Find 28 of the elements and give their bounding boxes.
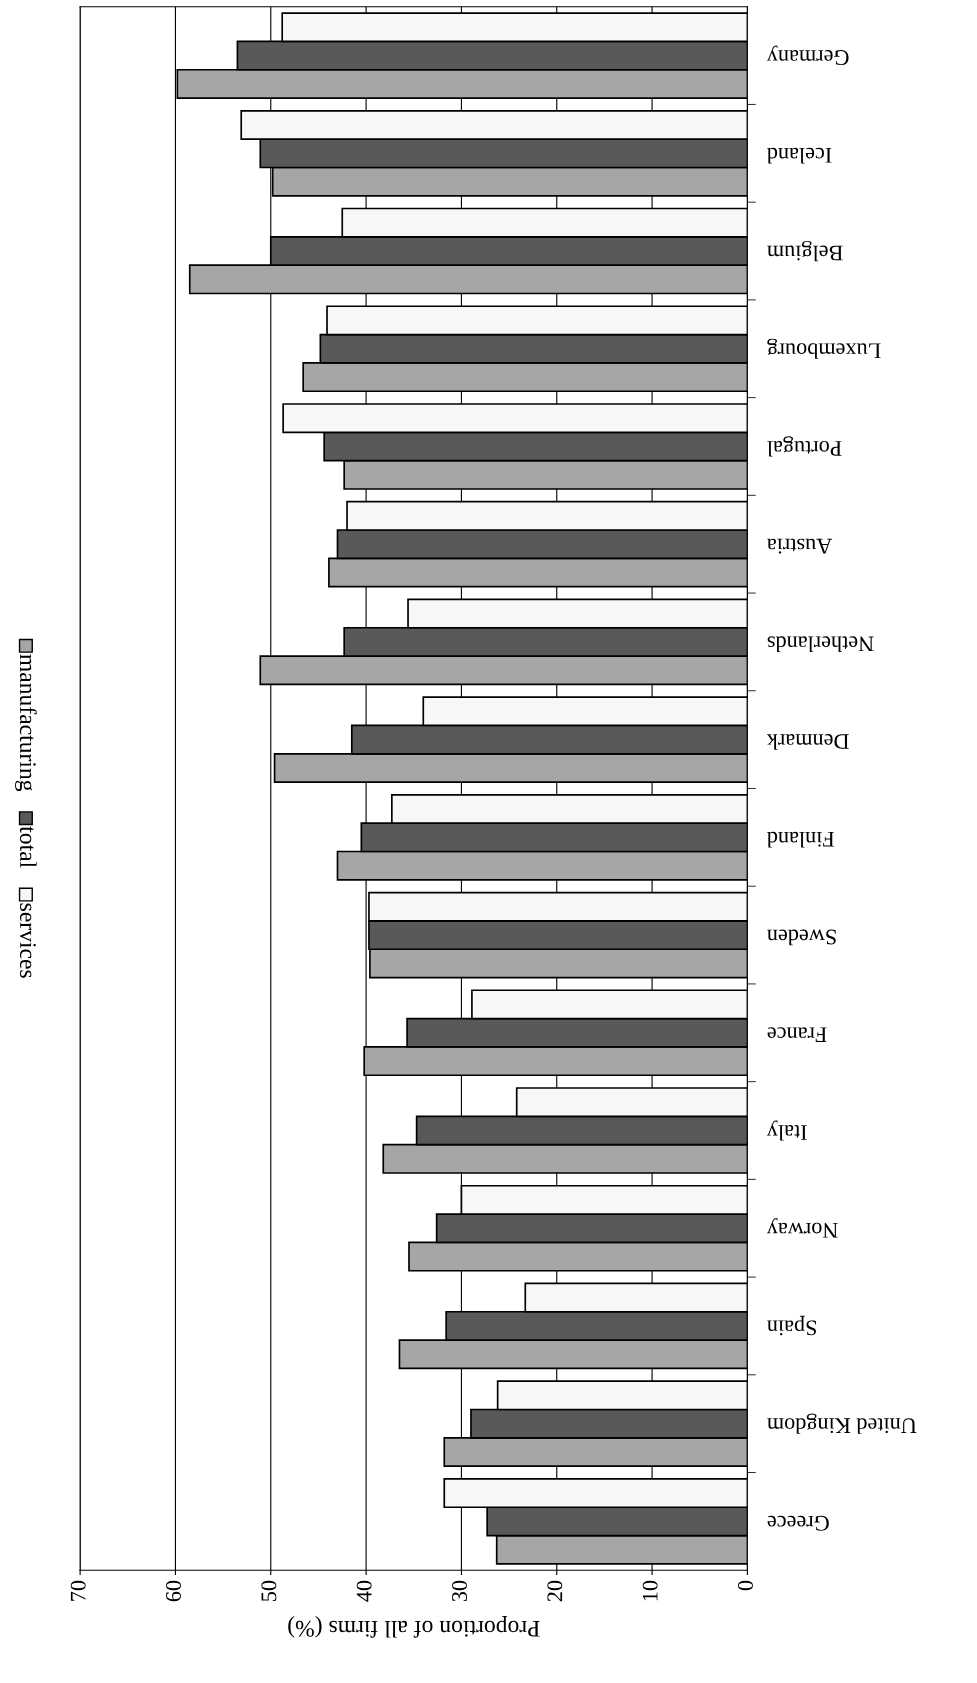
y-tick-label: Finland — [767, 831, 835, 848]
x-tick-label: 50 — [261, 1580, 277, 1601]
x-tick-label: 40 — [356, 1580, 372, 1602]
y-tick-label: Luxembourg — [767, 338, 881, 359]
legend-label: manufacturing — [15, 654, 37, 792]
x-tick-label: 10 — [642, 1580, 658, 1601]
y-tick-label: France — [767, 1027, 827, 1042]
legend-label: total — [19, 826, 37, 868]
x-tick-label: 20 — [547, 1580, 563, 1602]
x-tick-label: 30 — [451, 1580, 467, 1602]
y-tick-label: Greece — [767, 1515, 829, 1531]
y-tick-label: Sweden — [767, 929, 836, 946]
y-tick-label: Netherlands — [767, 636, 874, 652]
y-tick-label: Germany — [766, 45, 849, 66]
y-tick-label: United Kingdom — [767, 1413, 917, 1434]
y-tick-label: Spain — [767, 1315, 816, 1336]
x-tick-label: 60 — [166, 1580, 181, 1602]
y-tick-label: Denmark — [766, 734, 849, 750]
y-tick-label: Norway — [766, 1218, 838, 1238]
x-axis-title: Proportion of all firms (%) — [288, 1616, 540, 1638]
y-tick-label: Italy — [766, 1120, 807, 1141]
y-tick-label: Iceland — [767, 147, 832, 164]
x-tick-label: 70 — [70, 1580, 86, 1601]
y-tick-label: Austria — [767, 538, 833, 554]
x-tick-label: 0 — [737, 1580, 753, 1591]
legend-label: services — [19, 903, 36, 978]
y-tick-label: Portugal — [767, 436, 842, 457]
y-tick-label: Belgium — [767, 240, 843, 262]
